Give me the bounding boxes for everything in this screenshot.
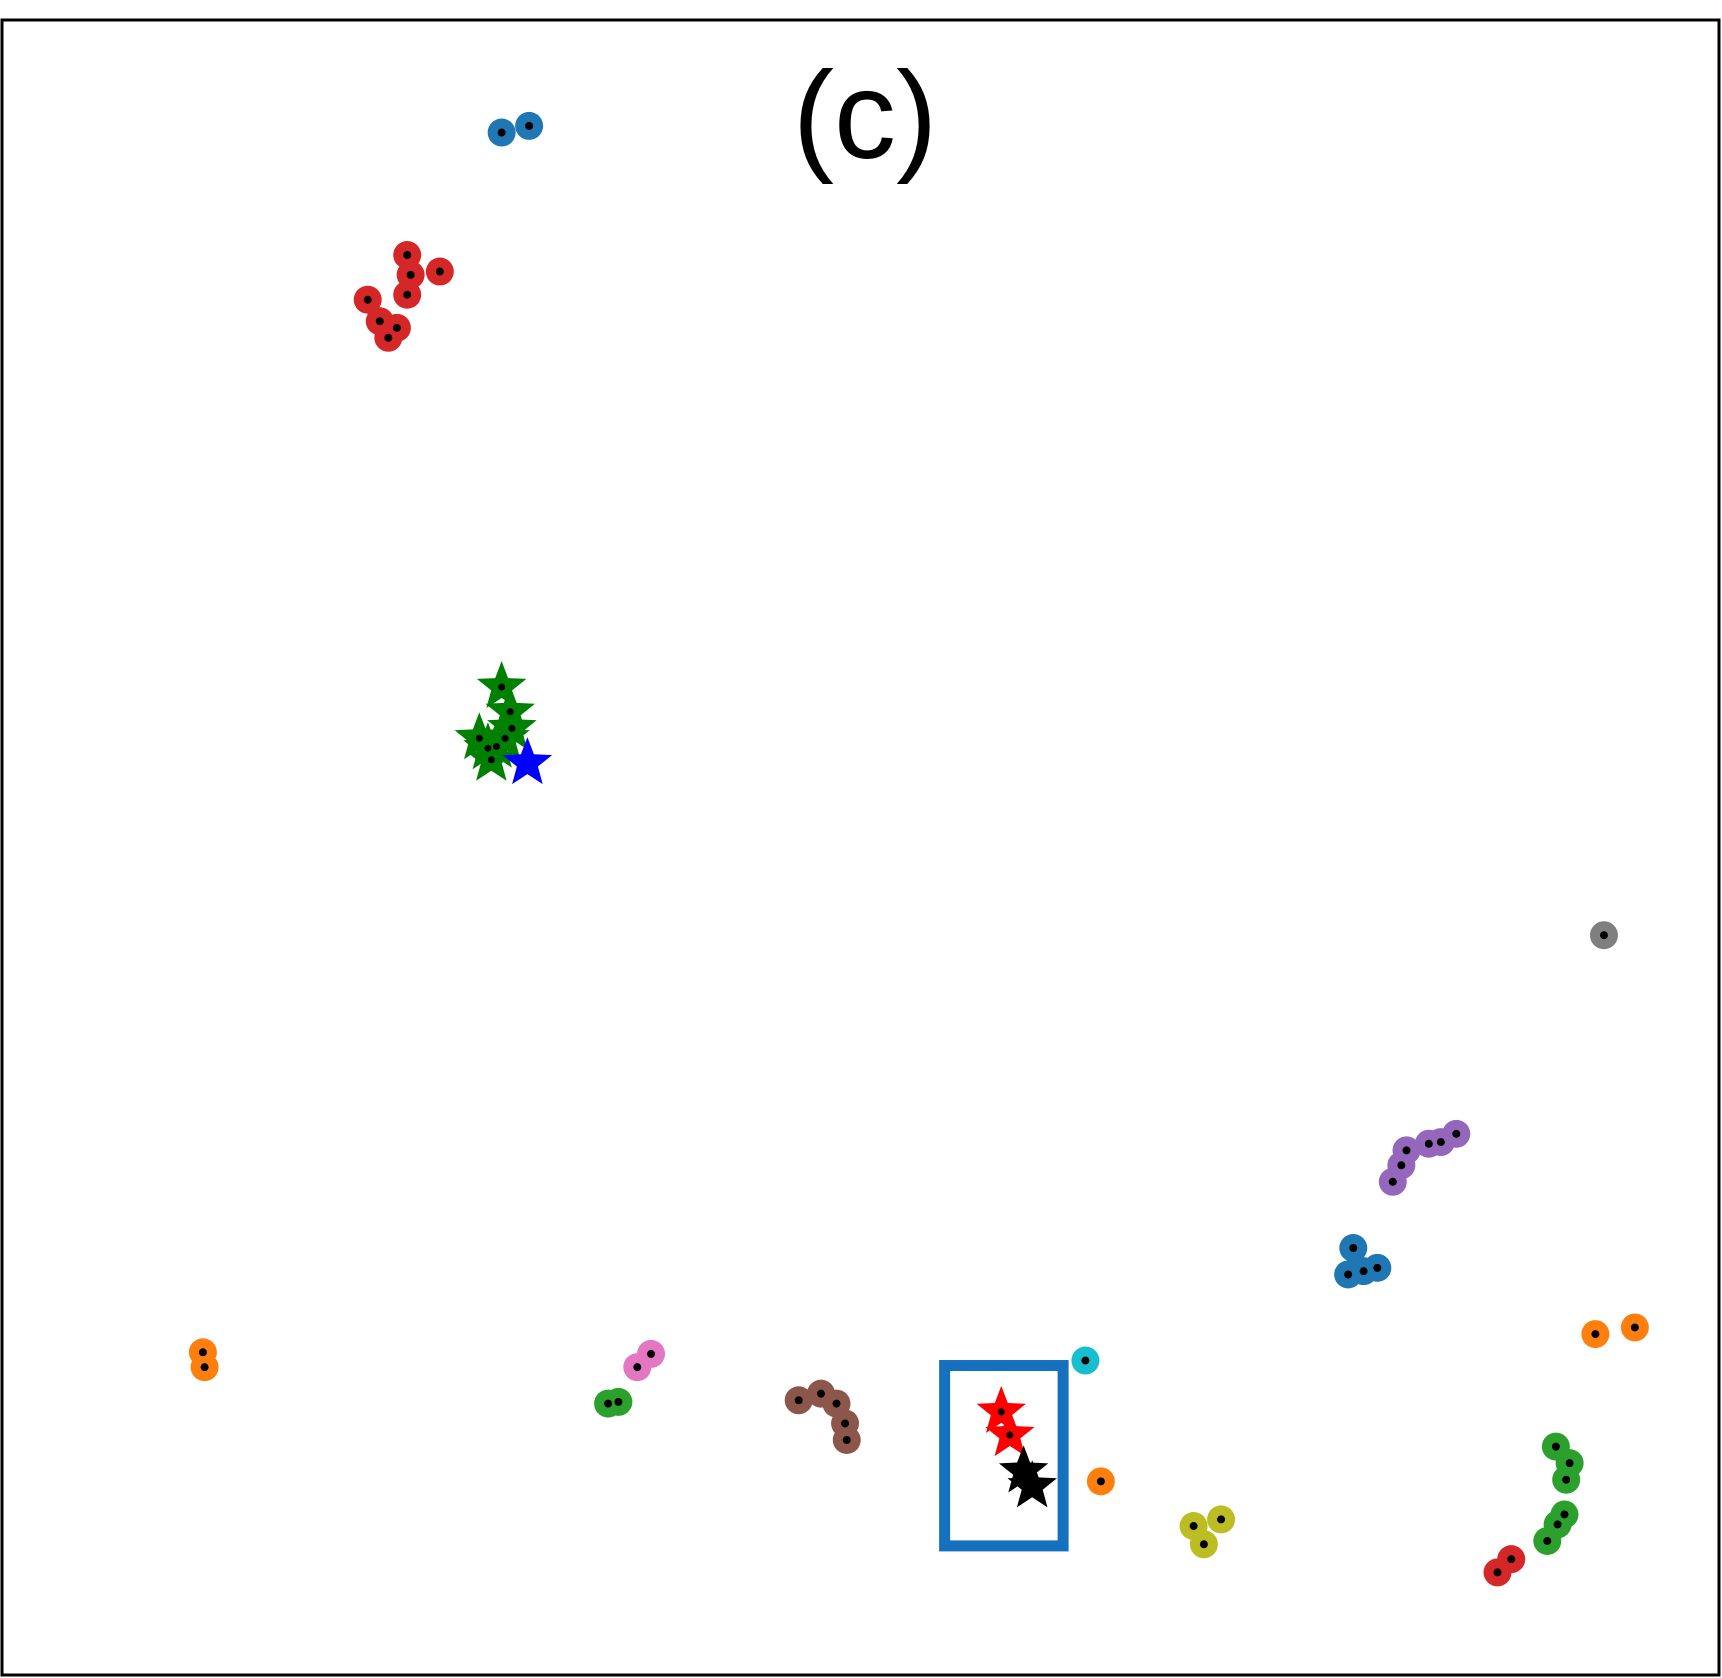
cluster-12-center-dot-2 (1217, 1515, 1226, 1524)
cluster-13-center-dot-3 (1543, 1536, 1552, 1545)
cluster-4-center-dot-3 (1373, 1263, 1382, 1272)
cluster-0-center-dot-1 (525, 121, 534, 130)
star-0-center-dot-3 (484, 744, 492, 752)
cluster-5-center-dot-1 (1630, 1323, 1639, 1332)
cluster-12-center-dot-0 (1189, 1522, 1198, 1531)
star-3-point-1 (1007, 1460, 1057, 1508)
cluster-5-center-dot-0 (1591, 1330, 1600, 1339)
star-2-center-dot-0 (997, 1408, 1005, 1416)
cluster-1-center-dot-6 (403, 251, 412, 260)
cluster-3-center-dot-2 (1402, 1146, 1411, 1155)
highlight-layer (939, 1360, 1069, 1552)
cluster-4 (1334, 1234, 1392, 1289)
star-1-point-0 (502, 737, 553, 785)
cluster-12-center-dot-1 (1199, 1540, 1208, 1549)
cluster-9 (784, 1379, 861, 1454)
cluster-3-center-dot-1 (1397, 1161, 1406, 1170)
cluster-1-center-dot-7 (435, 267, 444, 276)
star-2-center-dot-1 (1006, 1431, 1014, 1439)
cluster-8 (594, 1387, 633, 1418)
cluster-1-center-dot-1 (375, 317, 384, 326)
cluster-1 (353, 241, 454, 352)
cluster-13-center-dot-4 (1553, 1520, 1562, 1529)
star-0-center-dot-0 (498, 683, 506, 691)
cluster-10-center-dot-0 (1081, 1356, 1090, 1365)
cluster-7 (623, 1339, 666, 1382)
cluster-2-center-dot-0 (1599, 931, 1608, 940)
star-0-center-dot-2 (501, 734, 509, 742)
cluster-14 (1483, 1545, 1526, 1587)
cluster-3-center-dot-0 (1388, 1177, 1397, 1186)
star-0-center-dot-5 (487, 756, 495, 764)
cluster-13-center-dot-2 (1562, 1475, 1571, 1484)
cluster-9-center-dot-0 (794, 1396, 803, 1405)
star-0-center-dot-7 (508, 724, 516, 732)
cluster-9-center-dot-2 (832, 1399, 841, 1408)
cluster-4-center-dot-1 (1344, 1270, 1353, 1279)
cluster-4-center-dot-0 (1349, 1244, 1358, 1253)
cluster-6-center-dot-0 (198, 1348, 207, 1357)
cluster-7-center-dot-0 (633, 1363, 642, 1372)
cluster-3-center-dot-4 (1436, 1138, 1445, 1147)
star-3-point-0 (998, 1445, 1049, 1493)
highlight-box (939, 1360, 1069, 1552)
cluster-0 (487, 111, 544, 147)
cluster-3-center-dot-3 (1424, 1139, 1433, 1148)
star-group-3 (998, 1445, 1057, 1508)
cluster-1-center-dot-2 (384, 333, 393, 342)
cluster-0-center-dot-0 (497, 128, 506, 137)
cluster-10 (1071, 1346, 1100, 1375)
cluster-7-center-dot-1 (647, 1349, 656, 1358)
cluster-2 (1589, 921, 1618, 950)
data-marks (188, 111, 1649, 1587)
cluster-4-center-dot-2 (1359, 1267, 1368, 1276)
cluster-8-center-dot-0 (604, 1399, 613, 1408)
star-0-center-dot-6 (492, 743, 500, 751)
cluster-14-center-dot-0 (1493, 1568, 1502, 1577)
cluster-9-center-dot-3 (841, 1419, 850, 1428)
cluster-13-center-dot-1 (1565, 1459, 1574, 1468)
cluster-9-center-dot-4 (842, 1435, 851, 1444)
cluster-6 (188, 1338, 219, 1382)
cluster-11-center-dot-0 (1096, 1477, 1105, 1486)
star-group-0 (454, 661, 537, 781)
cluster-12 (1179, 1505, 1236, 1559)
cluster-13 (1533, 1432, 1584, 1555)
cluster-1-center-dot-4 (403, 290, 412, 299)
cluster-9-center-dot-1 (817, 1389, 826, 1398)
cluster-3 (1378, 1119, 1471, 1196)
star-0-center-dot-4 (475, 734, 483, 742)
star-group-2 (976, 1385, 1035, 1457)
cluster-1-center-dot-0 (363, 295, 372, 304)
cluster-13-center-dot-0 (1551, 1442, 1560, 1451)
cluster-8-center-dot-1 (614, 1397, 623, 1406)
panel-label: (c) (793, 47, 938, 185)
cluster-1-center-dot-5 (406, 270, 415, 279)
cluster-6-center-dot-1 (200, 1363, 209, 1372)
cluster-13-center-dot-5 (1560, 1510, 1569, 1519)
star-0-center-dot-1 (506, 708, 514, 716)
axes-frame (0, 18, 1721, 1677)
cluster-5 (1581, 1313, 1649, 1349)
cluster-1-center-dot-3 (392, 323, 401, 332)
cluster-14-center-dot-1 (1507, 1555, 1516, 1564)
star-group-1 (502, 737, 553, 785)
cluster-3-center-dot-5 (1452, 1129, 1461, 1138)
cluster-11 (1086, 1467, 1115, 1496)
